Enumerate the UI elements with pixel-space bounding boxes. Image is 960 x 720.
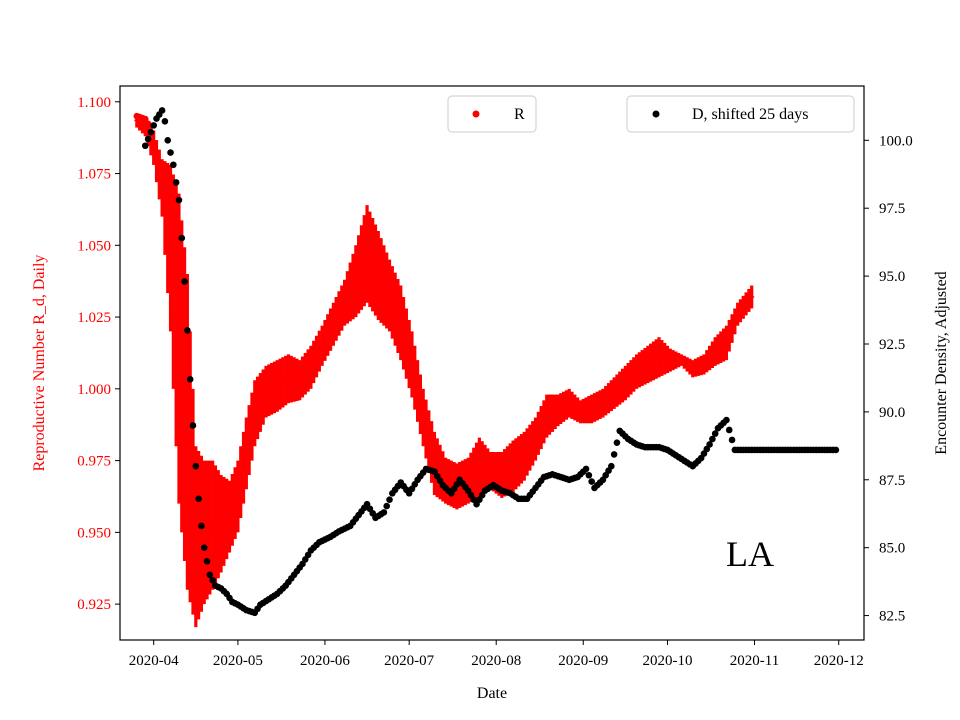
right-y-tick-label: 82.5 [879, 609, 905, 625]
x-tick-label: 2020-12 [814, 653, 864, 669]
right-y-tick-label: 100.0 [879, 133, 913, 149]
left-y-axis: 0.925 0.950 0.975 1.000 1.025 1.050 1.075 1.100 [77, 95, 120, 613]
x-tick-label: 2020-11 [730, 653, 779, 669]
d-point [725, 426, 733, 434]
d-point [161, 118, 169, 125]
d-point [832, 446, 840, 454]
plot-area [120, 86, 864, 640]
x-tick-label: 2020-09 [558, 653, 608, 669]
d-point [582, 465, 590, 473]
d-point [200, 544, 208, 551]
left-y-tick-label: 1.100 [77, 95, 111, 111]
d-point [167, 149, 174, 156]
left-y-tick-label: 1.050 [77, 238, 111, 254]
legend-r-box [447, 95, 537, 133]
legend-r: R [447, 95, 537, 133]
d-series [141, 107, 840, 617]
d-point [209, 576, 216, 584]
d-point [723, 416, 730, 424]
d-point [175, 196, 183, 204]
legend-d-box [626, 95, 855, 133]
r-point [141, 115, 149, 123]
left-y-tick-label: 1.025 [77, 310, 111, 326]
left-y-tick-label: 0.925 [77, 597, 111, 613]
x-tick-label: 2020-10 [642, 653, 692, 669]
x-tick-label: 2020-08 [471, 653, 521, 669]
d-point [206, 571, 214, 579]
region-annotation: LA [726, 534, 774, 574]
d-point [172, 179, 180, 186]
x-tick-label: 2020-05 [213, 653, 263, 669]
legend-r-label: R [514, 106, 525, 123]
right-y-tick-label: 95.0 [879, 269, 905, 285]
d-point [164, 137, 172, 144]
d-point [711, 430, 719, 437]
r-point [144, 120, 152, 128]
d-point [383, 502, 391, 510]
x-tick-label: 2020-06 [300, 653, 350, 669]
left-y-tick-label: 1.075 [77, 167, 111, 183]
left-y-axis-label: Reproductive Number R_d, Daily [31, 255, 48, 472]
d-point [158, 107, 166, 114]
right-y-tick-label: 85.0 [879, 541, 905, 557]
r-series [133, 112, 755, 628]
d-point [380, 509, 388, 516]
right-y-tick-label: 87.5 [879, 473, 905, 489]
d-point [170, 161, 177, 169]
d-point [147, 128, 155, 136]
legend-d-label: D, shifted 25 days [692, 106, 808, 123]
d-point [141, 142, 149, 150]
d-point [195, 495, 202, 503]
left-y-tick-label: 0.950 [77, 525, 111, 541]
d-point [203, 557, 211, 565]
right-y-axis-label: Encounter Density, Adjusted [933, 271, 950, 454]
legend-d: D, shifted 25 days [626, 95, 855, 133]
x-tick-label: 2020-04 [129, 653, 179, 669]
x-axis: 2020-04 2020-05 2020-06 2020-07 2020-08 2020-… [129, 640, 864, 669]
d-point [198, 522, 205, 530]
d-point [184, 327, 191, 334]
right-y-tick-label: 92.5 [879, 337, 905, 353]
d-point [706, 441, 713, 448]
d-point [613, 439, 621, 446]
d-point [608, 462, 615, 470]
d-point [588, 478, 595, 485]
legend-d-marker [652, 110, 660, 118]
legend-r-marker [472, 110, 480, 118]
d-point [610, 451, 618, 458]
d-point [178, 234, 186, 242]
plot-frame [119, 85, 865, 641]
x-tick-label: 2020-07 [384, 653, 434, 669]
right-y-tick-label: 97.5 [879, 201, 905, 217]
d-point [192, 462, 200, 470]
d-point [728, 436, 736, 444]
right-y-axis: 82.5 85.0 87.5 90.0 92.5 95.0 97.5 100.0 [864, 133, 913, 625]
d-point [189, 422, 197, 429]
left-y-tick-label: 1.000 [77, 382, 111, 398]
right-y-tick-label: 90.0 [879, 405, 905, 421]
d-point [150, 122, 157, 129]
d-point [144, 135, 152, 143]
d-point [585, 471, 593, 479]
d-point [186, 375, 194, 383]
x-axis-label: Date [477, 685, 507, 702]
d-point [181, 278, 188, 285]
d-point [386, 496, 393, 503]
left-y-tick-label: 0.975 [77, 454, 111, 470]
d-point [709, 435, 716, 443]
